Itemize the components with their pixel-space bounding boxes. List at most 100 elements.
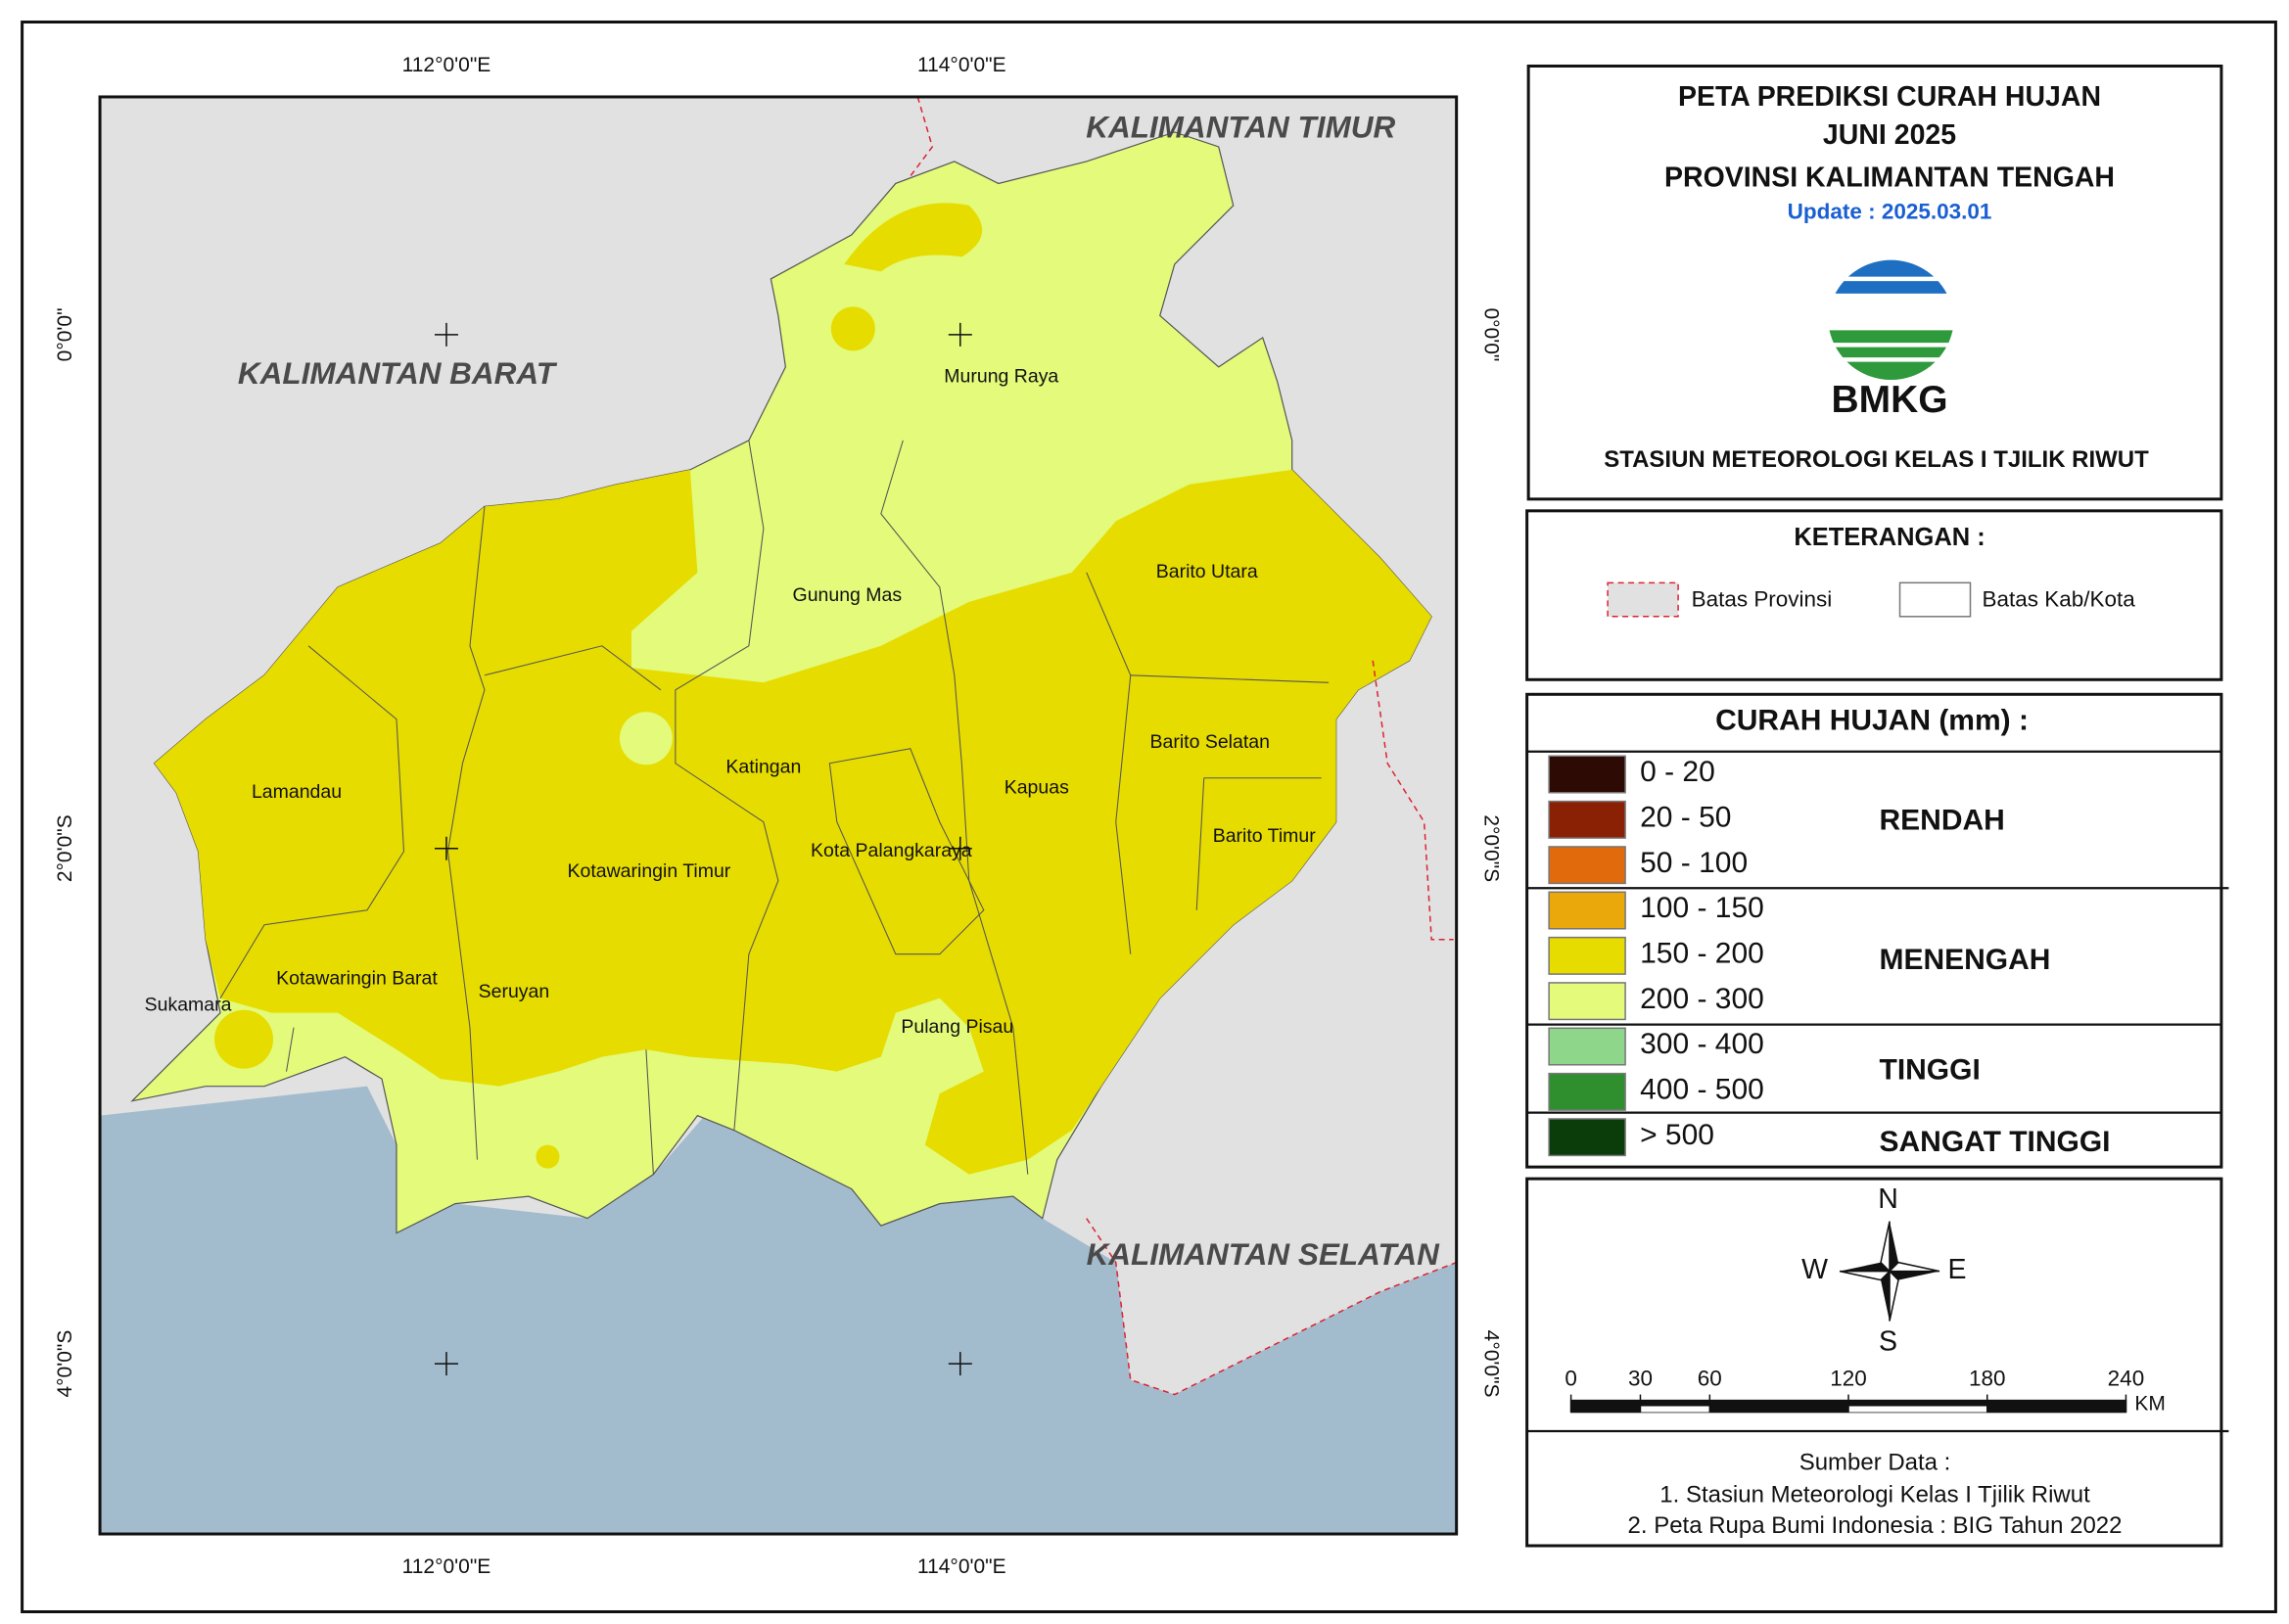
class-group: RENDAH: [1880, 805, 2005, 837]
lon-label: 114°0'0"E: [917, 1555, 1006, 1578]
boundary: [828, 748, 985, 955]
regency-label: Sukamara: [145, 994, 232, 1015]
lat-label: 4°0'0"S: [54, 1330, 76, 1398]
regency-label: Kotawaringin Barat: [276, 967, 438, 989]
scale-segment: [1640, 1406, 1710, 1413]
regency-label: Kota Palangkaraya: [811, 840, 972, 861]
lat-label: 4°0'0"S: [1480, 1330, 1503, 1398]
scale-segment: [1848, 1406, 1987, 1413]
neighbor-label: KALIMANTAN BARAT: [238, 355, 558, 391]
source-item: 2. Peta Rupa Bumi Indonesia : BIG Tahun …: [1628, 1512, 2123, 1539]
boundary: [484, 645, 662, 691]
compass-e: E: [1947, 1254, 1966, 1285]
zone-150-200: [214, 1009, 274, 1069]
regency-label: Barito Selatan: [1150, 731, 1270, 753]
class-group: TINGGI: [1880, 1054, 1981, 1087]
update: Update : 2025.03.01: [1788, 199, 1992, 223]
regency-label: Pulang Pisau: [901, 1016, 1013, 1038]
rainfall-title: CURAH HUJAN (mm) :: [1715, 705, 2029, 737]
scale-label: 240: [2108, 1367, 2145, 1391]
class-swatch: [1548, 755, 1626, 794]
arrow: [1890, 1221, 1899, 1272]
zone-150-200: [830, 306, 875, 351]
regency-label: Gunung Mas: [793, 584, 903, 606]
class-swatch: [1548, 982, 1626, 1021]
regency-label: Kapuas: [1004, 776, 1069, 798]
scale-segment: [1570, 1400, 1641, 1413]
sources-title: Sumber Data :: [1799, 1449, 1951, 1475]
regency-label: Seruyan: [479, 981, 550, 1002]
class-label: 300 - 400: [1640, 1028, 1764, 1060]
scale-segment: [1986, 1400, 2126, 1413]
neighbor-label: KALIMANTAN TIMUR: [1086, 109, 1395, 144]
scale-segment: [1640, 1400, 1710, 1407]
regency-boundaries: [219, 440, 1330, 1175]
boundary: [880, 440, 1029, 1175]
compass-n: N: [1878, 1183, 1898, 1215]
lat-label: 0°0'0": [1480, 307, 1503, 361]
arrow: [1888, 1261, 1940, 1273]
class-swatch: [1548, 891, 1626, 930]
boundary: [675, 440, 779, 1131]
boundary: [219, 645, 405, 998]
scale-label: 30: [1628, 1367, 1653, 1391]
title-panel: PETA PREDIKSI CURAH HUJAN JUNI 2025 PROV…: [1526, 64, 2223, 501]
boundary: [446, 506, 486, 1160]
map-frame: [98, 95, 1459, 1536]
arrow: [1839, 1270, 1892, 1281]
lon-label: 114°0'0"E: [917, 54, 1006, 76]
map-area: [98, 95, 1459, 1536]
class-swatch: [1548, 936, 1626, 975]
regency-label: Barito Utara: [1156, 561, 1258, 582]
zone-200-300: [619, 712, 673, 766]
logo-text: BMKG: [1831, 379, 1947, 421]
regency-label: Lamandau: [252, 781, 342, 803]
title: PROVINSI KALIMANTAN TENGAH: [1664, 162, 2115, 193]
class-group: SANGAT TINGGI: [1880, 1126, 2111, 1158]
class-swatch: [1548, 800, 1626, 839]
regency-label: Kotawaringin Timur: [568, 860, 731, 882]
legend-item: Batas Kab/Kota: [1982, 586, 2135, 611]
boundary: [1130, 674, 1330, 910]
arrow: [1890, 1271, 1940, 1280]
scale-label: 0: [1565, 1367, 1577, 1391]
class-label: 400 - 500: [1640, 1074, 1764, 1106]
compass-scale-panel: N E S W Sumber Data : 1. Stasiun Meteoro…: [1525, 1177, 2229, 1548]
scale-segment: [1848, 1400, 1987, 1407]
regency-label: Murung Raya: [944, 366, 1058, 388]
class-swatch: [1548, 1118, 1626, 1157]
title: JUNI 2025: [1823, 119, 1956, 151]
lon-label: 112°0'0"E: [402, 54, 491, 76]
class-swatch: [1548, 1027, 1626, 1066]
logo-stripes: [1829, 343, 1953, 362]
class-label: 20 - 50: [1640, 802, 1731, 834]
compass-s: S: [1879, 1326, 1897, 1358]
lat-label: 2°0'0"S: [1480, 814, 1503, 882]
class-label: 150 - 200: [1640, 938, 1764, 970]
legend-item: Batas Provinsi: [1692, 586, 1833, 611]
class-label: > 500: [1640, 1119, 1714, 1151]
panel: [1525, 1177, 2223, 1548]
legend-title: KETERANGAN :: [1794, 524, 1985, 551]
province-border: [910, 96, 1457, 1396]
panel: [1525, 692, 2223, 1169]
grid-crosses: [434, 322, 972, 1376]
class-label: 50 - 100: [1640, 847, 1748, 879]
scale-label: 120: [1830, 1367, 1867, 1391]
sea: [100, 1086, 1457, 1535]
arrow: [1881, 1271, 1891, 1322]
boundary: [1086, 572, 1132, 954]
province-swatch: [1607, 581, 1679, 618]
scale-segment: [1709, 1400, 1849, 1413]
class-group: MENENGAH: [1880, 944, 2051, 976]
arrow: [1840, 1262, 1891, 1272]
neighbor-label: KALIMANTAN SELATAN: [1087, 1236, 1441, 1272]
scale-label: 180: [1969, 1367, 2006, 1391]
source-item: 1. Stasiun Meteorologi Kelas I Tjilik Ri…: [1659, 1481, 2090, 1508]
separators: [1526, 750, 2229, 1114]
regency-swatch: [1898, 581, 1972, 618]
regency-label: Katingan: [725, 756, 801, 777]
zone-150-200: [536, 1144, 560, 1169]
